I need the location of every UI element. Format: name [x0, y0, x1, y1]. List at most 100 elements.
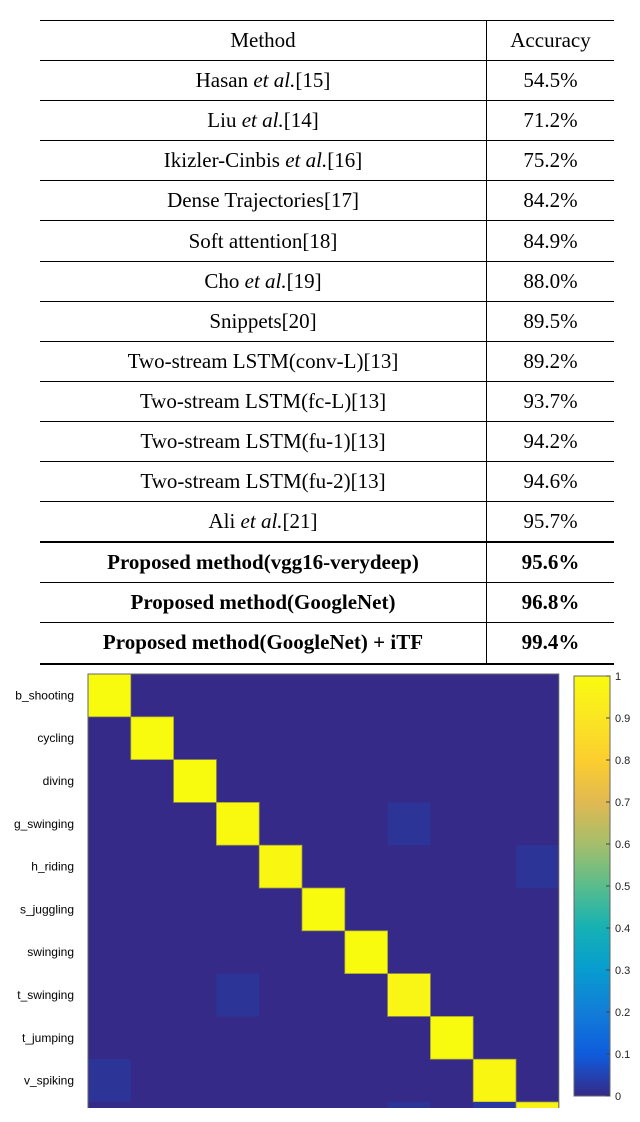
method-ref: [15]: [295, 68, 331, 93]
method-cell: Soft attention[18]: [40, 220, 487, 262]
method-cell: Two-stream LSTM(fc-L)[13]: [40, 381, 487, 422]
method-etal: et al.: [285, 148, 328, 173]
row-label: swinging: [27, 945, 74, 959]
method-name: Snippets[20]: [209, 308, 317, 333]
heatmap-cell: [87, 673, 132, 718]
method-ref: [19]: [286, 268, 322, 293]
colorbar-tick-label: 0.8: [615, 755, 630, 767]
table-row: Proposed method(vgg16-verydeep) 95.6%: [40, 541, 614, 584]
method-cell: Ikizler-Cinbis et al.[16]: [40, 140, 487, 182]
method-name: Dense Trajectories[17]: [167, 188, 359, 213]
method-cell: Dense Trajectories[17]: [40, 180, 487, 222]
method-ref: [14]: [283, 108, 319, 133]
colorbar: 0 0.1 0.2 0.3 0.4 0.5 0.6 0.7 0.8 0.9 1: [573, 671, 630, 1103]
method-cell: Snippets[20]: [40, 301, 487, 342]
method-etal: et al.: [241, 108, 284, 133]
method-name: Proposed method(vgg16-verydeep): [107, 550, 419, 575]
accuracy-cell: 94.2%: [486, 421, 614, 463]
method-name: Two-stream LSTM(fu-1)[13]: [140, 428, 386, 453]
heatmap-cell: [516, 845, 559, 888]
row-label: b_shooting: [15, 688, 74, 702]
heatmap-cell: [344, 930, 388, 974]
method-cell: Hasan et al.[15]: [40, 60, 487, 102]
accuracy-cell: 88.0%: [486, 261, 614, 302]
table-row: Soft attention[18] 84.9%: [40, 220, 614, 262]
row-label: diving: [43, 774, 74, 788]
method-header: Method: [40, 20, 487, 62]
method-cell: Cho et al.[19]: [40, 261, 487, 302]
method-name: Two-stream LSTM(fu-2)[13]: [140, 469, 386, 494]
row-label: t_jumping: [22, 1031, 74, 1045]
row-label: cycling: [37, 731, 74, 745]
heatmap-cell: [130, 716, 175, 760]
accuracy-cell: 84.2%: [486, 180, 614, 222]
accuracy-cell: 94.6%: [486, 461, 614, 503]
heatmap-cell: [387, 973, 431, 1017]
confusion-matrix: [87, 673, 560, 1108]
heatmap-cell: [429, 1015, 474, 1060]
accuracy-cell: 54.5%: [486, 60, 614, 102]
colorbar-tick-label: 0.9: [615, 713, 630, 725]
colorbar-tick-label: 0.7: [615, 797, 630, 809]
table-row: Two-stream LSTM(fc-L)[13] 93.7%: [40, 381, 614, 422]
method-cell: Ali et al.[21]: [40, 501, 487, 543]
heatmap-cell: [387, 1102, 431, 1108]
colorbar-tick-label: 0.5: [615, 881, 630, 893]
colorbar-tick-label: 0.3: [615, 965, 630, 977]
heatmap-cell: [515, 1101, 560, 1108]
table-row: Two-stream LSTM(fu-1)[13] 94.2%: [40, 421, 614, 463]
method-name: Two-stream LSTM(conv-L)[13]: [127, 348, 399, 373]
method-cell: Two-stream LSTM(fu-1)[13]: [40, 421, 487, 463]
heatmap-cell: [387, 802, 431, 846]
row-label: v_spiking: [24, 1074, 74, 1088]
heatmap-cell: [216, 973, 260, 1017]
method-etal: et al.: [253, 68, 296, 93]
table-row: Ikizler-Cinbis et al.[16] 75.2%: [40, 140, 614, 182]
table-row: Liu et al.[14] 71.2%: [40, 100, 614, 142]
accuracy-cell: 89.5%: [486, 301, 614, 342]
colorbar-tick-label: 0: [615, 1091, 621, 1103]
method-name: Soft attention[18]: [188, 228, 338, 253]
heatmap-cell: [215, 801, 260, 846]
method-name: Hasan: [195, 68, 254, 93]
method-name: Two-stream LSTM(fc-L)[13]: [139, 388, 387, 413]
method-ref: [21]: [282, 509, 318, 534]
method-cell: Liu et al.[14]: [40, 100, 487, 142]
table-row: Two-stream LSTM(conv-L)[13] 89.2%: [40, 341, 614, 382]
method-ref: [16]: [327, 148, 363, 173]
method-name: Ali: [208, 509, 241, 534]
row-label: s_juggling: [20, 902, 74, 916]
accuracy-cell: 95.6%: [486, 541, 614, 584]
accuracy-cell: 84.9%: [486, 220, 614, 262]
row-label: t_swinging: [17, 988, 74, 1002]
matrix-frame: [87, 673, 560, 1108]
accuracy-cell: 99.4%: [486, 622, 614, 665]
method-cell: Two-stream LSTM(fu-2)[13]: [40, 461, 487, 503]
heatmap-cell: [473, 1102, 516, 1108]
table-body: Hasan et al.[15] 54.5% Liu et al.[14] 71.2%…: [40, 60, 614, 665]
table-row: Dense Trajectories[17] 84.2%: [40, 180, 614, 222]
colorbar-tick-label: 0.2: [615, 1007, 630, 1019]
accuracy-cell: 75.2%: [486, 140, 614, 182]
method-cell: Proposed method(GoogleNet): [40, 582, 487, 624]
table-row: Cho et al.[19] 88.0%: [40, 261, 614, 302]
heatmap-cell: [472, 1058, 517, 1103]
table-row: Ali et al.[21] 95.7%: [40, 501, 614, 543]
accuracy-cell: 89.2%: [486, 341, 614, 382]
accuracy-cell: 96.8%: [486, 582, 614, 624]
accuracy-cell: 93.7%: [486, 381, 614, 422]
table-row: Proposed method(GoogleNet) 96.8%: [40, 582, 614, 624]
accuracy-cell: 71.2%: [486, 100, 614, 142]
colorbar-gradient: [573, 675, 611, 1097]
table-row: Proposed method(GoogleNet) + iTF 99.4%: [40, 622, 614, 665]
method-etal: et al.: [244, 268, 287, 293]
method-cell: Two-stream LSTM(conv-L)[13]: [40, 341, 487, 382]
colorbar-tick-label: 0.1: [615, 1049, 630, 1061]
accuracy-header: Accuracy: [486, 20, 614, 62]
heatmap-cell: [88, 1059, 131, 1102]
method-name: Proposed method(GoogleNet): [130, 590, 396, 615]
method-name: Liu: [207, 108, 242, 133]
heatmap-cell: [258, 844, 303, 889]
table-row: Two-stream LSTM(fu-2)[13] 94.6%: [40, 461, 614, 503]
colorbar-tick-label: 0.4: [615, 923, 630, 935]
